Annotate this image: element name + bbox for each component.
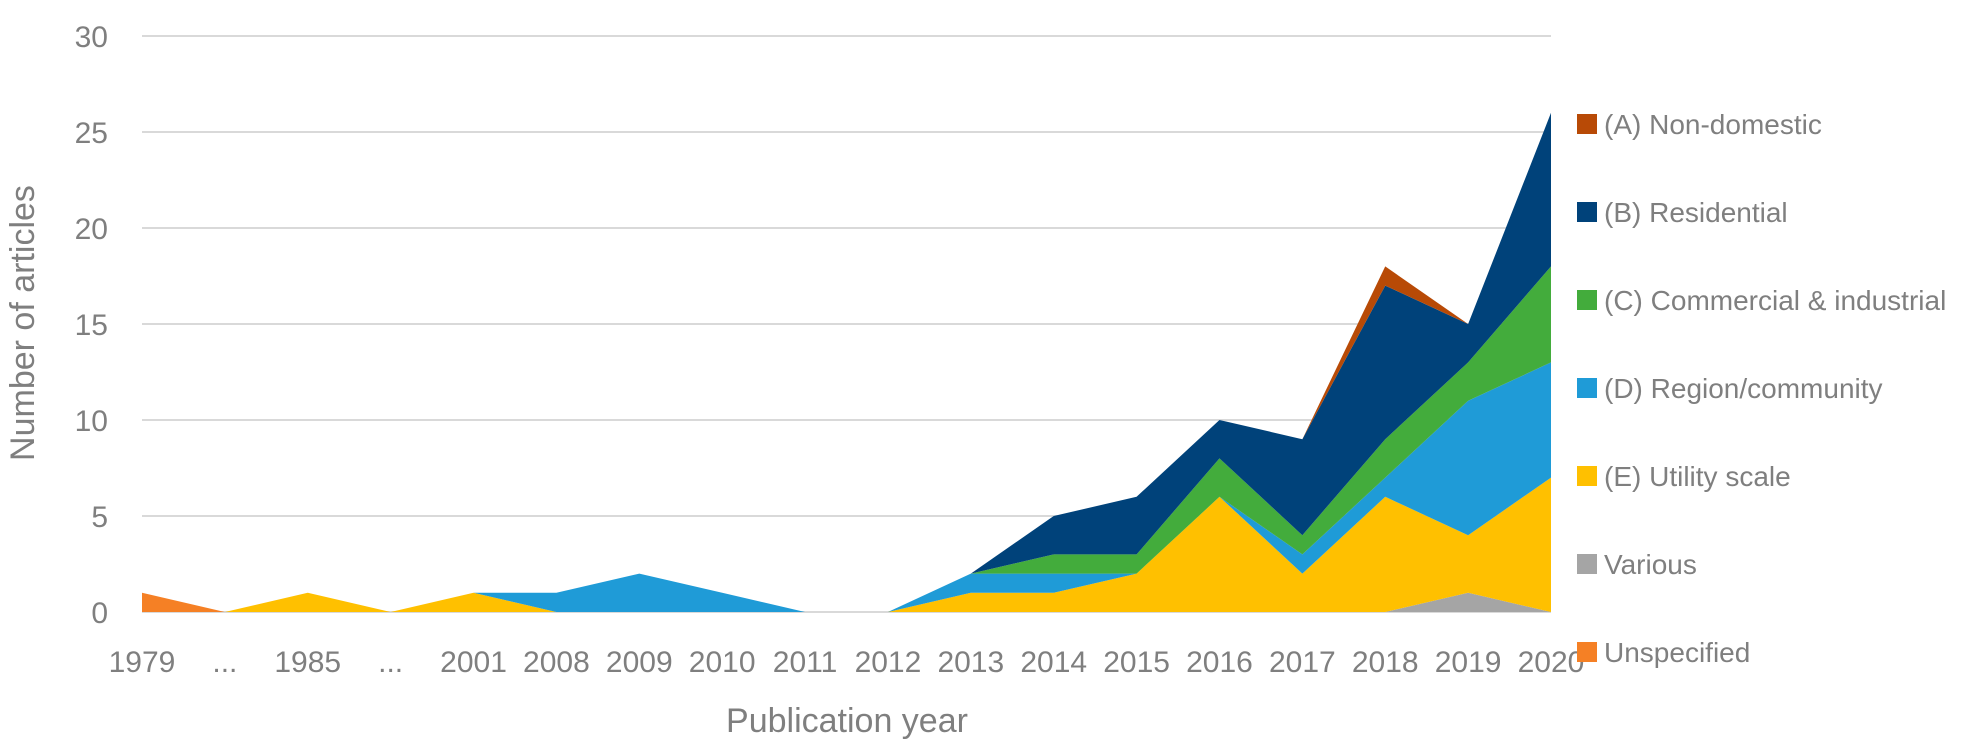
legend-swatch-c-commercial-industrial — [1577, 290, 1597, 310]
x-tick-label: 2020 — [1518, 646, 1585, 679]
x-tick-label: 2011 — [773, 646, 838, 679]
x-tick-label: 2010 — [689, 646, 756, 679]
legend-label-a-non-domestic: (A) Non-domestic — [1604, 109, 1822, 140]
legend-swatch-a-non-domestic — [1577, 114, 1597, 134]
x-tick-label: ... — [378, 646, 403, 679]
x-tick-label: ... — [212, 646, 237, 679]
y-axis-title: Number of articles — [4, 185, 42, 461]
legend-label-d-region-community: (D) Region/community — [1604, 373, 1883, 404]
x-tick-label: 2014 — [1020, 646, 1087, 679]
x-tick-label: 2018 — [1352, 646, 1419, 679]
legend-label-c-commercial-industrial: (C) Commercial & industrial — [1604, 285, 1946, 316]
y-tick-label: 15 — [75, 309, 108, 342]
x-tick-label: 1979 — [109, 646, 176, 679]
y-tick-label: 20 — [75, 213, 108, 246]
area-series — [142, 113, 1551, 612]
legend-swatch-e-utility-scale — [1577, 466, 1597, 486]
legend-swatch-various — [1577, 554, 1597, 574]
x-tick-label: 2008 — [523, 646, 590, 679]
legend-label-unspecified: Unspecified — [1604, 637, 1750, 668]
legend-label-b-residential: (B) Residential — [1604, 197, 1788, 228]
x-axis-ticks: 1979... 1985... 2001 2008 2009 2010 2011 2012 20… — [109, 646, 1585, 679]
x-tick-label: 2001 — [440, 646, 507, 679]
legend-swatch-b-residential — [1577, 202, 1597, 222]
legend-label-various: Various — [1604, 549, 1697, 580]
y-tick-label: 25 — [75, 117, 108, 150]
y-tick-label: 10 — [75, 405, 108, 438]
legend: (A) Non-domestic (B) Residential (C) Comme… — [1577, 109, 1946, 668]
y-tick-label: 30 — [75, 21, 108, 54]
x-tick-label: 2009 — [606, 646, 673, 679]
legend-swatch-unspecified — [1577, 642, 1597, 662]
x-tick-label: 2017 — [1269, 646, 1336, 679]
x-tick-label: 2015 — [1103, 646, 1170, 679]
x-tick-label: 1985 — [274, 646, 341, 679]
y-axis-ticks: 0 5 10 15 20 25 30 — [75, 21, 108, 630]
x-axis-title: Publication year — [726, 702, 968, 740]
legend-label-e-utility-scale: (E) Utility scale — [1604, 461, 1791, 492]
x-tick-label: 2012 — [855, 646, 922, 679]
x-tick-label: 2013 — [937, 646, 1004, 679]
x-tick-label: 2016 — [1186, 646, 1253, 679]
legend-swatch-d-region-community — [1577, 378, 1597, 398]
x-tick-label: 2019 — [1435, 646, 1502, 679]
y-tick-label: 5 — [91, 501, 108, 534]
y-tick-label: 0 — [91, 597, 108, 630]
